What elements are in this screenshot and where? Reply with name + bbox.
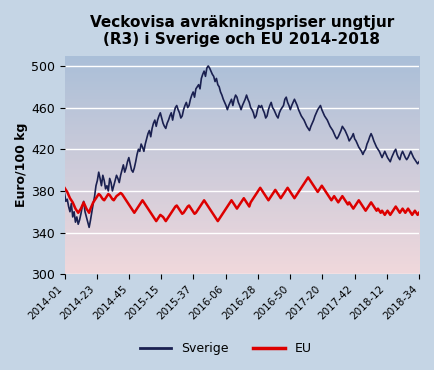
Title: Veckovisa avräkningspriser ungtjur
(R3) i Sverige och EU 2014-2018: Veckovisa avräkningspriser ungtjur (R3) … <box>90 15 394 47</box>
Legend: Sverige, EU: Sverige, EU <box>135 337 317 360</box>
Y-axis label: Euro/100 kg: Euro/100 kg <box>15 123 28 207</box>
